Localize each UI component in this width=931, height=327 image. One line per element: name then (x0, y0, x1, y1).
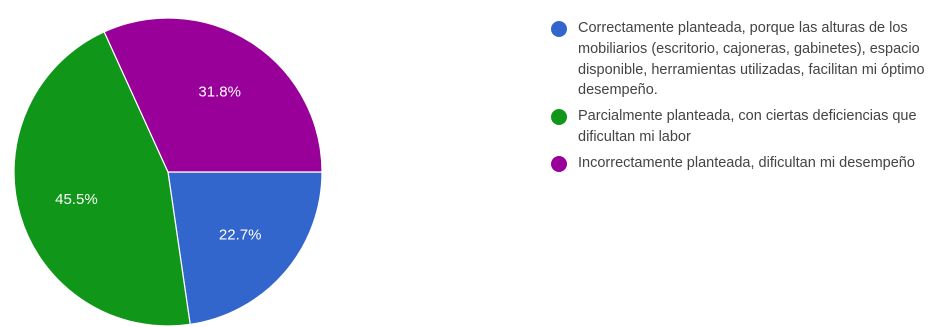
legend: Correctamente planteada, porque las altu… (548, 18, 928, 179)
legend-marker (551, 109, 567, 126)
legend-label: Correctamente planteada, porque las altu… (578, 20, 925, 99)
legend-item[interactable]: Correctamente planteada, porque las altu… (548, 18, 928, 101)
slice-percent-label: 45.5% (55, 191, 98, 208)
pie-slice[interactable] (103, 17, 323, 173)
legend-label: Parcialmente planteada, con ciertas defi… (578, 108, 917, 145)
legend-marker (551, 21, 567, 37)
pie-chart-plot: 22.7% 45.5% 31.8% (13, 17, 323, 327)
legend-item[interactable]: Parcialmente planteada, con ciertas defi… (548, 106, 928, 148)
pie-slice[interactable] (167, 171, 323, 326)
legend-item[interactable]: Incorrectamente planteada, dificultan mi… (548, 153, 928, 174)
slice-percent-label: 31.8% (198, 84, 241, 101)
legend-marker (551, 155, 567, 172)
slice-percent-label: 22.7% (219, 226, 262, 243)
legend-label: Incorrectamente planteada, dificultan mi… (578, 154, 915, 171)
pie-slice[interactable] (13, 31, 191, 327)
